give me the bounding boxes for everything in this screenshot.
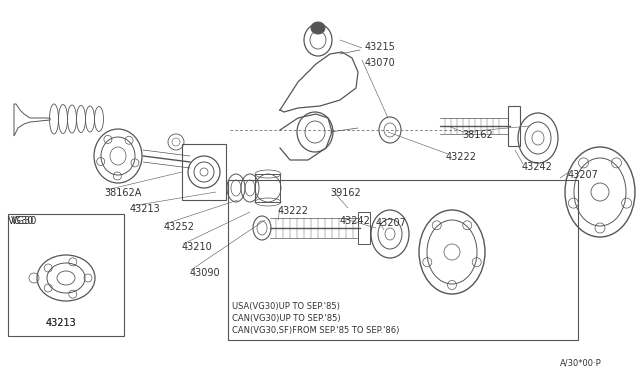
Text: 43207: 43207 xyxy=(568,170,599,180)
Text: 43242: 43242 xyxy=(522,162,553,172)
Bar xyxy=(182,144,226,200)
Text: CAN(VG30,SF)FROM SEP.'85 TO SEP.'86): CAN(VG30,SF)FROM SEP.'85 TO SEP.'86) xyxy=(232,326,399,335)
Bar xyxy=(228,180,578,340)
Text: 43213: 43213 xyxy=(130,204,161,214)
Text: 38162A: 38162A xyxy=(104,188,141,198)
Text: 38162: 38162 xyxy=(462,130,493,140)
Ellipse shape xyxy=(311,22,325,34)
Text: 43210: 43210 xyxy=(182,242,212,252)
Text: CAN(VG30)UP TO SEP.'85): CAN(VG30)UP TO SEP.'85) xyxy=(232,314,340,323)
Text: 43213: 43213 xyxy=(46,318,77,328)
Bar xyxy=(508,106,520,146)
Text: USA(VG30)UP TO SEP.'85): USA(VG30)UP TO SEP.'85) xyxy=(232,302,340,311)
Text: VG30: VG30 xyxy=(11,216,37,226)
Text: 43222: 43222 xyxy=(278,206,309,216)
Bar xyxy=(8,214,124,336)
Text: 43213: 43213 xyxy=(46,318,77,328)
Text: 43242: 43242 xyxy=(340,216,371,226)
Bar xyxy=(358,212,370,244)
Text: 43252: 43252 xyxy=(164,222,195,232)
Text: VG30: VG30 xyxy=(8,216,35,226)
Text: 39162: 39162 xyxy=(330,188,361,198)
Bar xyxy=(255,174,280,202)
Text: A/30*00·P: A/30*00·P xyxy=(560,358,602,367)
Text: 43070: 43070 xyxy=(365,58,396,68)
Text: 43215: 43215 xyxy=(365,42,396,52)
Text: 43207: 43207 xyxy=(376,218,407,228)
Text: 43222: 43222 xyxy=(446,152,477,162)
Text: 43090: 43090 xyxy=(190,268,221,278)
